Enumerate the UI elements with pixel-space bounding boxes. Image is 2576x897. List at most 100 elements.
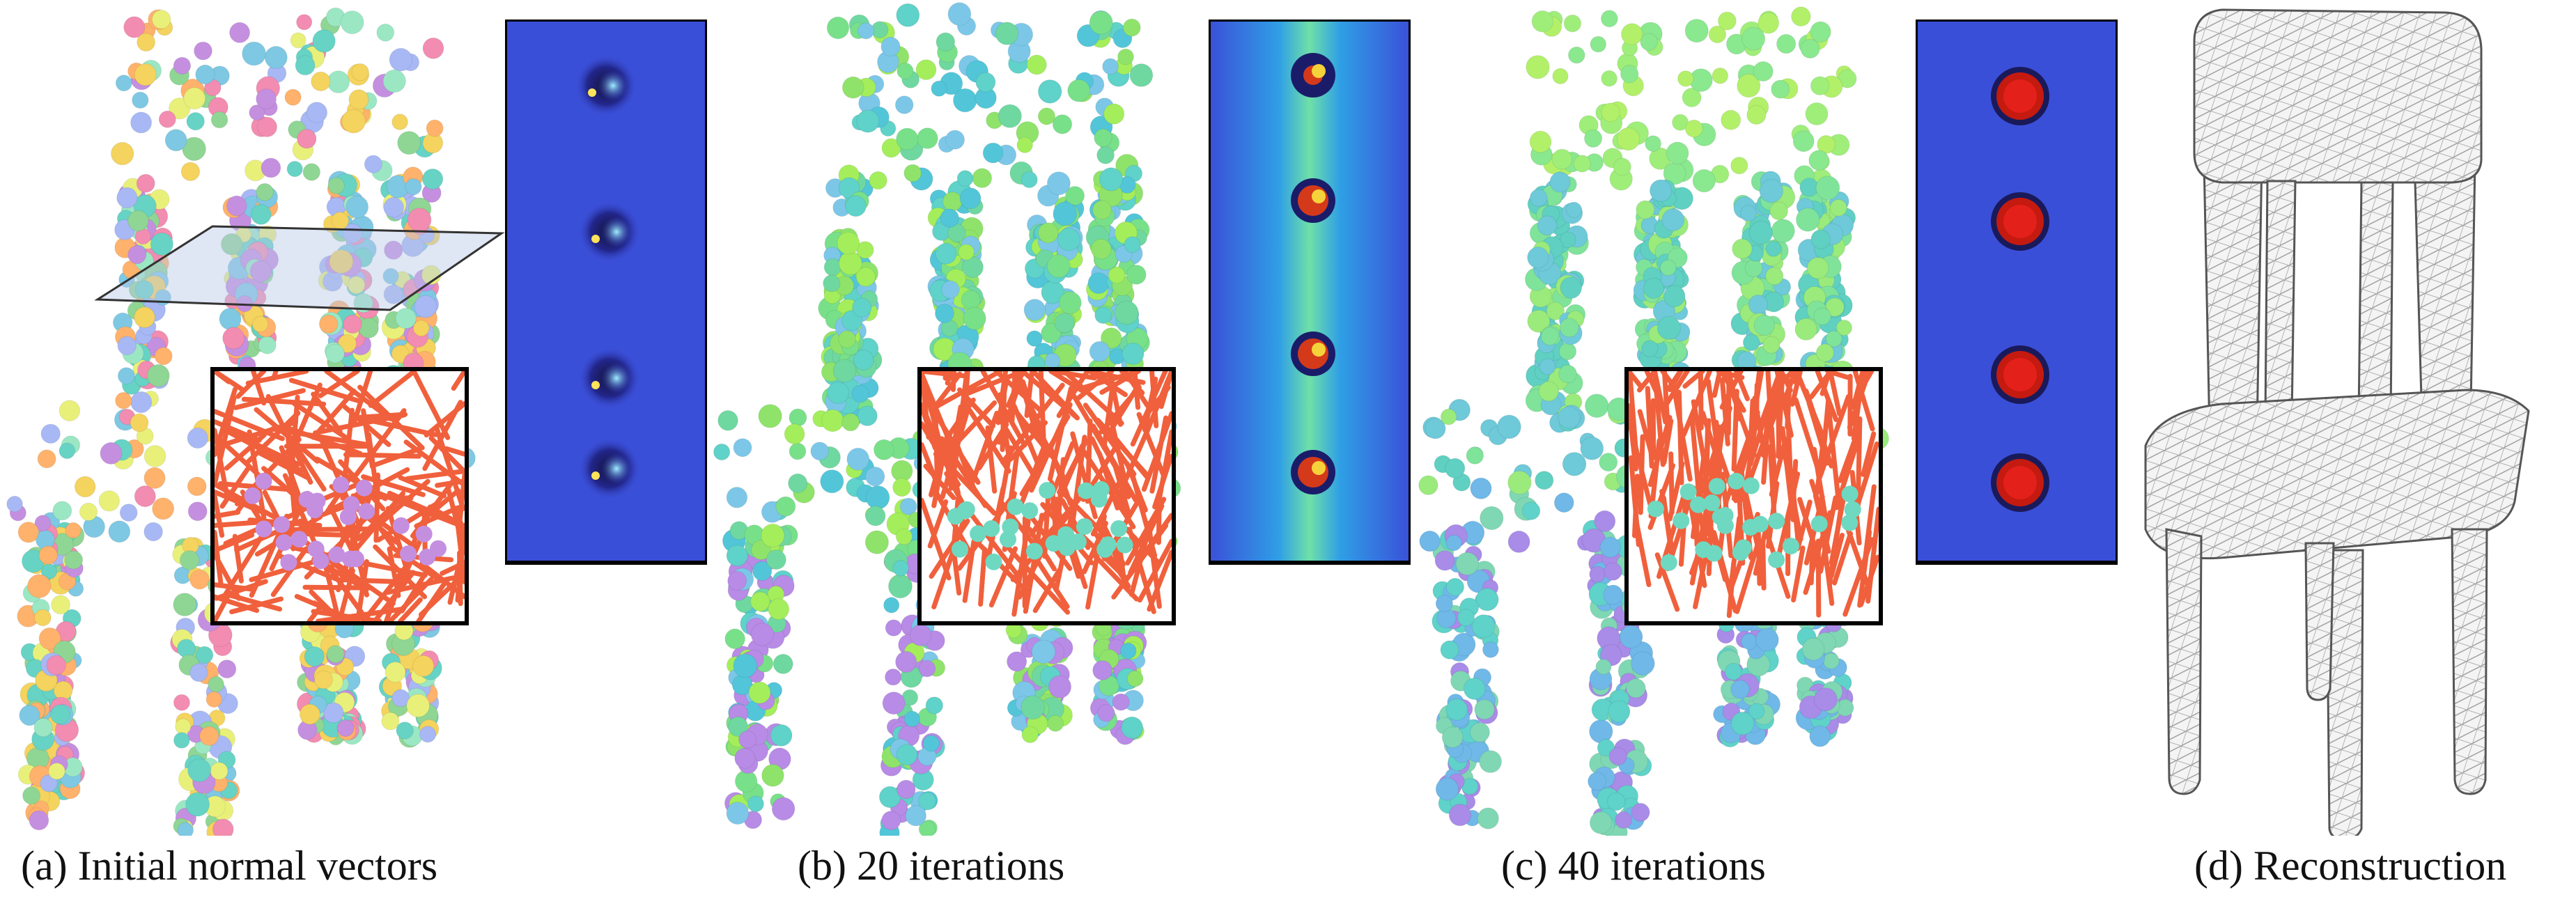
point-sphere (1815, 176, 1840, 201)
point-sphere (1724, 662, 1742, 680)
point-sphere (985, 553, 1002, 570)
field-spot (591, 235, 600, 243)
point-sphere (852, 297, 872, 318)
point-sphere (1053, 201, 1078, 226)
normal-arrow (1033, 555, 1070, 609)
point-sphere (1039, 482, 1056, 499)
point-sphere (1097, 704, 1115, 722)
field-core (2003, 79, 2037, 113)
normal-arrow (416, 577, 449, 624)
normal-arrow (1861, 431, 1877, 477)
point-sphere (1551, 148, 1573, 170)
normal-arrow (1661, 368, 1670, 425)
point-sphere (1601, 10, 1618, 28)
point-sphere (295, 55, 316, 76)
point-sphere (1759, 178, 1783, 203)
point-sphere (1645, 135, 1662, 153)
point-sphere (1805, 102, 1829, 125)
point-sphere (1435, 594, 1454, 613)
point-sphere (152, 497, 175, 520)
point-sphere (1552, 68, 1569, 85)
point-sphere (1529, 130, 1552, 153)
point-sphere (185, 792, 210, 817)
point-sphere (1660, 554, 1677, 571)
normal-arrow (988, 546, 1018, 608)
point-sphere (1007, 498, 1024, 515)
point-sphere (892, 560, 909, 577)
point-sphere (1126, 670, 1144, 687)
point-sphere (1608, 747, 1627, 766)
normal-arrow (1050, 443, 1085, 516)
point-sphere (775, 496, 796, 517)
point-sphere (1565, 201, 1583, 219)
point-sphere (319, 314, 339, 334)
normal-arrow (1000, 382, 1007, 453)
point-sphere (1114, 300, 1139, 325)
normal-arrow (343, 452, 421, 459)
point-sphere (1558, 406, 1581, 429)
point-sphere (189, 663, 208, 682)
point-sphere (302, 163, 320, 181)
point-sphere (1440, 640, 1459, 660)
point-sphere (1636, 200, 1655, 219)
point-sphere (1560, 231, 1576, 249)
point-sphere (853, 350, 874, 370)
normal-arrow (1855, 416, 1863, 510)
point-sphere (1445, 534, 1462, 552)
point-sphere (1742, 519, 1760, 536)
point-sphere (1748, 220, 1774, 245)
normal-arrow (269, 490, 310, 572)
point-sphere (210, 111, 228, 129)
point-sphere (998, 104, 1022, 128)
point-sphere (1457, 609, 1475, 627)
point-sphere (1810, 21, 1831, 42)
normal-arrow (923, 463, 956, 501)
point-sphere (1817, 135, 1836, 154)
point-sphere (229, 22, 251, 43)
point-sphere (1742, 334, 1760, 352)
point-sphere (1562, 452, 1587, 476)
point-sphere (187, 501, 208, 522)
point-sphere (187, 427, 208, 449)
point-sphere (307, 540, 325, 558)
field-spot (1312, 461, 1326, 475)
normal-arrow (1637, 409, 1655, 459)
point-sphere (789, 408, 807, 427)
point-sphere (256, 116, 277, 137)
point-sphere (146, 364, 170, 387)
point-sphere (789, 442, 807, 460)
point-sphere (130, 413, 149, 432)
point-sphere (1124, 236, 1141, 254)
point-sphere (1808, 150, 1829, 171)
normal-arrow (1865, 506, 1881, 604)
normal-arrow (229, 596, 284, 614)
point-sphere (1535, 471, 1554, 490)
point-sphere (187, 476, 207, 497)
normal-arrow (1632, 474, 1640, 538)
point-sphere (1122, 18, 1141, 37)
normal-arrow (288, 377, 364, 405)
normal-arrow (314, 456, 388, 501)
point-sphere (1526, 55, 1550, 79)
point-sphere (1771, 79, 1790, 99)
point-sphere (894, 95, 914, 114)
point-sphere (1794, 318, 1817, 341)
slice-field-a (505, 20, 707, 565)
point-sphere (1441, 726, 1464, 748)
point-sphere (958, 244, 975, 260)
normal-arrow (368, 368, 417, 408)
point-sphere (1470, 722, 1490, 742)
point-sphere (52, 501, 72, 521)
point-sphere (858, 22, 875, 40)
normal-arrow (245, 410, 301, 465)
normal-arrow (1049, 441, 1076, 498)
normal-arrow (1826, 410, 1842, 510)
normal-arrow (1017, 444, 1047, 511)
point-sphere (400, 545, 417, 563)
point-sphere (1445, 458, 1466, 479)
point-sphere (74, 476, 96, 498)
point-sphere (1046, 171, 1071, 196)
point-sphere (1741, 26, 1766, 51)
point-sphere (1434, 550, 1455, 571)
point-sphere (391, 689, 410, 708)
